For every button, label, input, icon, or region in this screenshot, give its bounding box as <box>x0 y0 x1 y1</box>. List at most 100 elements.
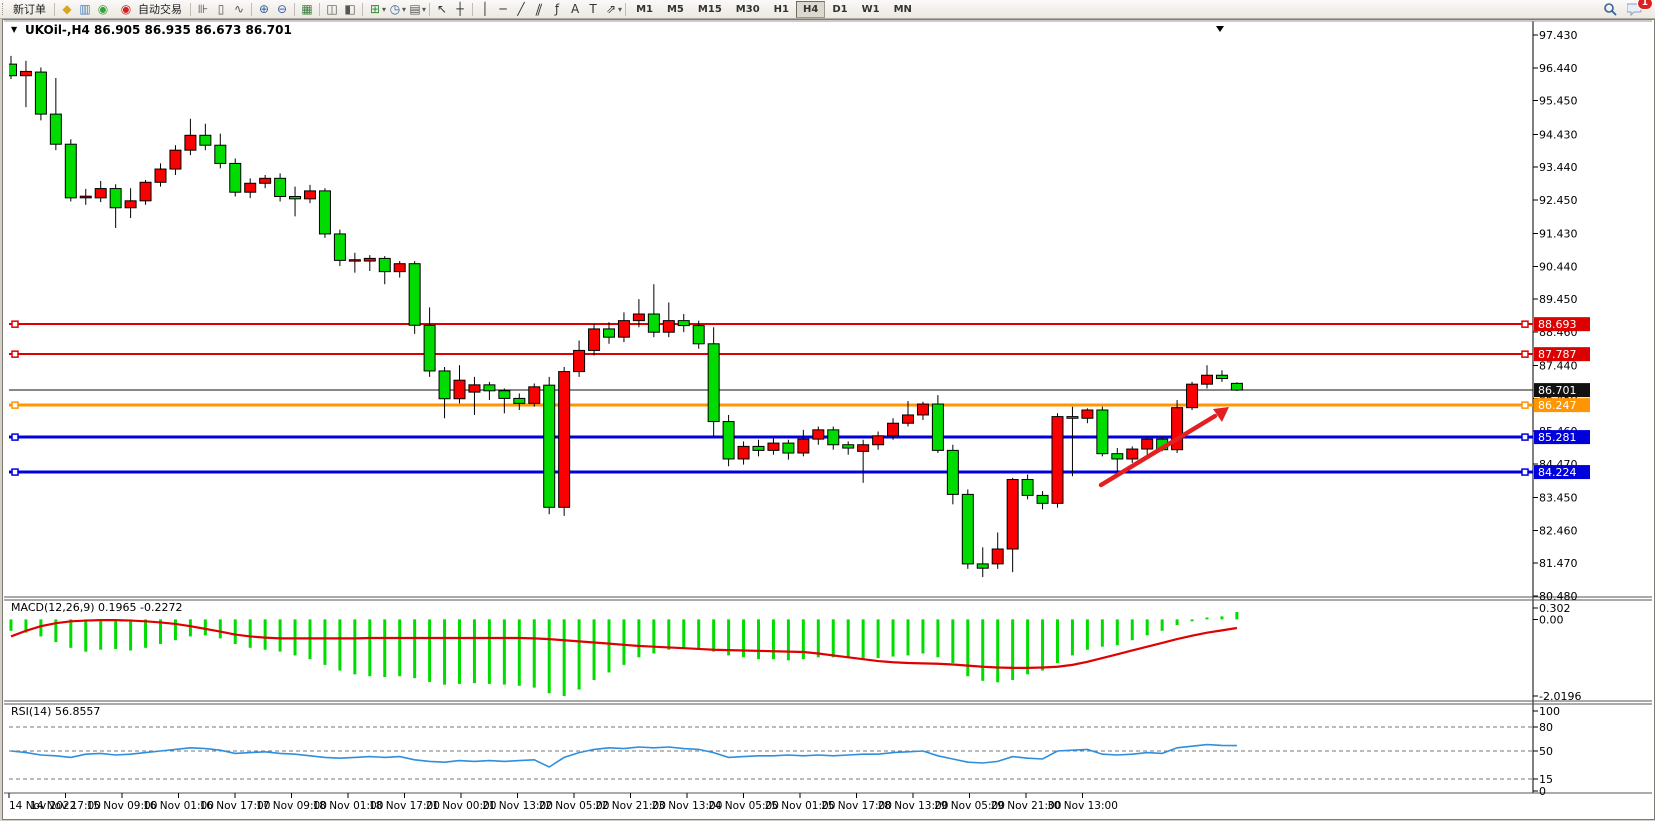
timeframe-button-m15[interactable]: M15 <box>697 3 722 15</box>
line-handle[interactable] <box>11 350 19 358</box>
candle <box>647 284 660 338</box>
one-click-trading-toggle[interactable]: ▼ <box>11 25 18 34</box>
candle <box>109 184 122 228</box>
svg-text:93.440: 93.440 <box>1539 161 1578 174</box>
chat-button[interactable]: 1 <box>1622 0 1653 17</box>
crosshair-icon[interactable]: ┼ <box>456 2 464 16</box>
line-handle[interactable] <box>1521 401 1529 409</box>
svg-text:91.430: 91.430 <box>1539 228 1578 241</box>
svg-text:15 Nov 09:00: 15 Nov 09:00 <box>87 800 158 812</box>
toolbar-separator <box>472 2 474 16</box>
candlestick-chart-icon[interactable]: ▯ <box>217 2 225 16</box>
horizontal-line-icon[interactable]: ─ <box>499 2 507 16</box>
templates-icon[interactable]: ▤ <box>409 2 421 16</box>
dropdown-caret-icon[interactable]: ▾ <box>382 4 387 14</box>
dropdown-caret-icon[interactable]: ▾ <box>422 4 427 14</box>
candle <box>902 401 914 427</box>
svg-text:14 Nov 2022: 14 Nov 2022 <box>9 800 76 812</box>
svg-text:81.470: 81.470 <box>1539 557 1578 570</box>
chart-shift-marker[interactable] <box>1216 26 1224 32</box>
timeframe-button-m1[interactable]: M1 <box>636 3 653 15</box>
periods-icon[interactable]: ◷ <box>389 2 401 16</box>
svg-text:18 Nov 17:00: 18 Nov 17:00 <box>369 800 440 812</box>
candle <box>64 139 77 202</box>
price-axis[interactable]: 97.430 96.440 95.450 94.430 93.440 92.450 91.4… <box>1533 29 1578 603</box>
chart-canvas[interactable]: 97.430 96.440 95.450 94.430 93.440 92.450 91.4… <box>3 20 1654 819</box>
line-handle[interactable] <box>1521 433 1529 441</box>
timeframe-button-d1[interactable]: D1 <box>832 3 848 15</box>
tile-windows-icon[interactable]: ▦ <box>301 2 313 16</box>
toolbar-separator <box>429 2 431 16</box>
macd-signal-line <box>10 619 1238 670</box>
cursor-icon[interactable]: ↖ <box>437 2 448 16</box>
add-indicator-icon[interactable]: ⊞ <box>369 2 381 16</box>
text-icon[interactable]: A <box>570 2 580 16</box>
line-handle[interactable] <box>1521 468 1529 476</box>
line-handle[interactable] <box>11 468 19 476</box>
toolbar-separator <box>625 2 627 16</box>
svg-text:21 Nov 00:00: 21 Nov 00:00 <box>426 800 497 812</box>
dropdown-caret-icon[interactable]: ▾ <box>402 4 407 14</box>
svg-text:16 Nov 17:00: 16 Nov 17:00 <box>200 800 271 812</box>
candles <box>9 55 1243 578</box>
svg-text:100: 100 <box>1539 705 1560 718</box>
svg-text:87.787: 87.787 <box>1538 348 1577 361</box>
trendline-icon[interactable]: ╱ <box>517 2 525 16</box>
candle <box>1066 406 1079 477</box>
candle <box>1111 448 1124 473</box>
price-flag <box>1534 465 1590 480</box>
price-flag <box>1534 347 1590 362</box>
timeframe-button-m5[interactable]: M5 <box>666 3 684 15</box>
timeframe-button-mn[interactable]: MN <box>893 3 912 15</box>
auto-arrange-icon[interactable]: ◫ <box>326 2 338 16</box>
vertical-line-icon[interactable]: │ <box>481 2 489 16</box>
line-handle[interactable] <box>1521 350 1529 358</box>
dropdown-caret-icon[interactable]: ▾ <box>618 4 623 14</box>
candle <box>692 320 705 349</box>
cascade-icon[interactable]: ◧ <box>344 2 356 16</box>
line-handle[interactable] <box>11 401 19 409</box>
rsi-line <box>10 743 1237 768</box>
line-chart-icon[interactable]: ∿ <box>233 2 245 16</box>
timeframe-button-h1[interactable]: H1 <box>773 3 789 15</box>
line-handle[interactable] <box>1521 320 1529 328</box>
svg-text:86.247: 86.247 <box>1538 399 1577 412</box>
market-watch-icon[interactable]: ◆ <box>62 2 72 16</box>
candle <box>588 323 601 356</box>
main-toolbar: 新订单 ◆ ▥ ◉ ◉ 自动交易 ⊪ ▯ ∿ ⊕ ⊖ ▦ ◫ ◧ ⊞ ▾ ◷ ▾ ▤ ▾ ↖ ┼ │ ─ ╱ ∥ ƒ A T ⇗ ▾… <box>0 0 1655 19</box>
label-icon[interactable]: T <box>589 2 597 16</box>
search-button[interactable] <box>1598 1 1622 17</box>
candle <box>214 133 227 169</box>
candle <box>1186 381 1199 410</box>
candle <box>1051 413 1064 508</box>
candle <box>154 163 167 187</box>
new-order-label: 新订单 <box>13 3 46 16</box>
shapes-icon[interactable]: ⇗ <box>606 2 617 16</box>
trend-arrow[interactable] <box>1098 407 1229 488</box>
autotrading-button[interactable]: ◉ 自动交易 <box>112 1 187 17</box>
timeframe-button-h4[interactable]: H4 <box>795 0 826 18</box>
candle <box>378 256 391 285</box>
candle <box>19 60 32 108</box>
svg-text:16 Nov 01:00: 16 Nov 01:00 <box>143 800 214 812</box>
signals-icon[interactable]: ◉ <box>97 2 109 16</box>
macd-indicator-label: MACD(12,26,9) 0.1965 -0.2272 <box>11 601 183 614</box>
zoom-out-icon[interactable]: ⊖ <box>276 2 288 16</box>
line-handle[interactable] <box>11 320 19 328</box>
candle <box>1081 408 1094 424</box>
bar-chart-icon[interactable]: ⊪ <box>197 2 209 16</box>
zoom-in-icon[interactable]: ⊕ <box>258 2 270 16</box>
candle <box>797 429 810 457</box>
timeframe-button-m30[interactable]: M30 <box>735 3 760 15</box>
terminal-icon[interactable]: ▥ <box>79 2 91 16</box>
candle <box>289 186 302 217</box>
line-handle[interactable] <box>11 433 19 441</box>
new-order-button[interactable]: 新订单 <box>8 1 51 17</box>
candle <box>707 327 720 437</box>
price-flags: 88.693 87.787 86.701 86.247 85.281 84.224 <box>1534 317 1590 480</box>
timeframe-button-w1[interactable]: W1 <box>861 3 880 15</box>
fibonacci-icon[interactable]: ƒ <box>554 2 560 16</box>
svg-text:50: 50 <box>1539 745 1553 758</box>
svg-text:29 Nov 05:00: 29 Nov 05:00 <box>934 800 1005 812</box>
